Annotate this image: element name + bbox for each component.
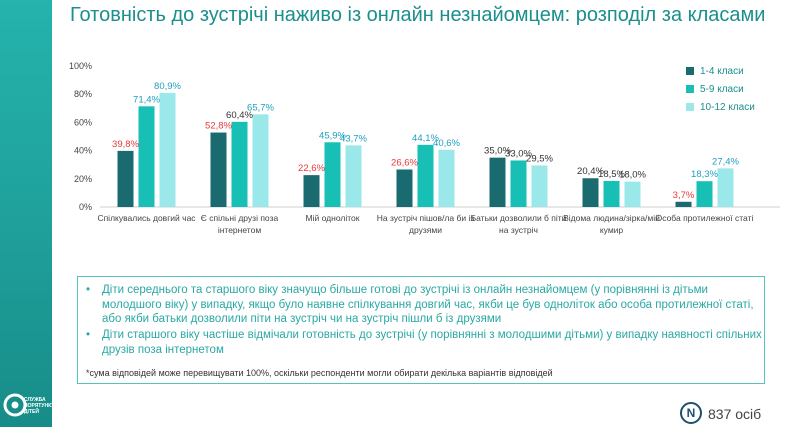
legend-swatch	[686, 103, 694, 111]
data-label: 33,0%	[505, 148, 532, 159]
bar	[324, 142, 341, 207]
bar-chart: 0% 20% 40% 60% 80% 100% 39,8% 71,4% 80,9% Спілкув…	[69, 61, 780, 235]
x-tick-label: на зустріч	[499, 225, 538, 235]
data-label: 52,8%	[205, 121, 232, 132]
legend-item: 10-12 класи	[686, 102, 755, 114]
data-label: 20,4%	[577, 166, 604, 177]
x-tick-label: Особа протилежної статі	[656, 213, 754, 223]
y-tick-label: 100%	[69, 61, 92, 71]
x-tick-label: На зустріч пішов/ла би із	[377, 213, 475, 223]
notes-box: • Діти середнього та старшого віку значу…	[77, 276, 765, 384]
logo-icon	[3, 393, 27, 417]
x-tick-label: Батьки дозволили б піти	[471, 213, 567, 223]
data-label: 35,0%	[484, 146, 511, 157]
data-label: 71,4%	[133, 94, 160, 105]
bar	[231, 121, 248, 207]
legend-label: 5-9 класи	[700, 84, 744, 95]
data-label: 65,7%	[247, 102, 274, 113]
y-tick-label: 20%	[74, 174, 92, 184]
bar	[252, 114, 269, 207]
x-tick-label: кумир	[600, 225, 624, 235]
legend-swatch	[686, 85, 694, 93]
bar	[345, 145, 362, 207]
data-label: 18,0%	[619, 170, 646, 181]
y-tick-label: 40%	[74, 146, 92, 156]
sample-size-icon: N	[680, 402, 702, 424]
bullet-dot-icon: •	[86, 284, 91, 296]
bar	[396, 169, 413, 207]
data-label: 22,6%	[298, 163, 325, 174]
bar	[717, 168, 734, 207]
data-label: 45,9%	[319, 130, 346, 141]
left-accent-bar	[0, 0, 52, 427]
logo-text: СЛУЖБА ПОРЯТУНКУ ДІТЕЙ	[24, 397, 55, 415]
bar	[138, 106, 155, 207]
x-tick-label: Відома людина/зірка/мій	[563, 213, 660, 223]
data-label: 44,1%	[412, 133, 439, 144]
x-tick-label: Мій одноліток	[306, 213, 360, 223]
x-tick-label: Спілкувались довгий час	[97, 213, 196, 223]
data-label: 80,9%	[154, 81, 181, 92]
bar	[624, 181, 641, 207]
bar	[303, 175, 320, 207]
legend-item: 5-9 класи	[686, 84, 744, 96]
data-label: 60,4%	[226, 110, 253, 121]
bar	[675, 201, 692, 207]
bar	[603, 180, 620, 207]
footnote: *сума відповідей може перевищувати 100%,…	[86, 368, 553, 378]
bar	[210, 132, 227, 207]
page-title: Готовність до зустрічі наживо із онлайн …	[70, 4, 766, 26]
bar	[582, 178, 599, 207]
bullet-dot-icon: •	[86, 329, 91, 341]
bar	[117, 150, 134, 207]
note-bullet-1: • Діти середнього та старшого віку значу…	[86, 284, 754, 325]
bar	[417, 144, 434, 207]
data-label: 18,5%	[598, 169, 625, 180]
data-label: 3,7%	[673, 190, 695, 201]
legend-item: 1-4 класи	[686, 66, 744, 78]
bar	[489, 157, 506, 207]
bar	[159, 92, 176, 207]
x-tick-label: інтернетом	[218, 225, 261, 235]
legend-label: 1-4 класи	[700, 66, 744, 77]
legend-label: 10-12 класи	[700, 102, 755, 113]
legend-swatch	[686, 67, 694, 75]
note-bullet-2: • Діти старшого віку частіше відмічали г…	[86, 329, 762, 356]
y-tick-label: 60%	[74, 117, 92, 127]
bar	[510, 160, 527, 207]
data-label: 18,3%	[691, 169, 718, 180]
sample-size-count: 837 осіб	[708, 406, 762, 422]
y-tick-label: 0%	[79, 202, 92, 212]
data-label: 40,6%	[433, 138, 460, 149]
data-label: 29,5%	[526, 153, 553, 164]
data-label: 39,8%	[112, 139, 139, 150]
x-tick-label: друзями	[409, 225, 442, 235]
data-label: 27,4%	[712, 156, 739, 167]
bar	[531, 165, 548, 207]
x-tick-label: Є спільні друзі поза	[201, 213, 279, 223]
y-tick-label: 80%	[74, 89, 92, 99]
bar	[438, 149, 455, 207]
bar	[696, 181, 713, 207]
data-label: 26,6%	[391, 157, 418, 168]
data-label: 43,7%	[340, 133, 367, 144]
